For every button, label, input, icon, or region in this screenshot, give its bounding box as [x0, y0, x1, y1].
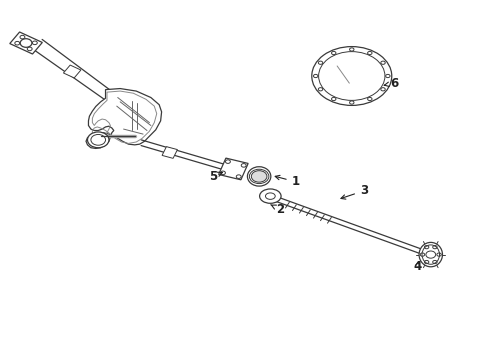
Circle shape — [380, 87, 385, 91]
Circle shape — [331, 97, 335, 100]
Ellipse shape — [418, 242, 442, 267]
Circle shape — [318, 87, 322, 91]
Ellipse shape — [247, 167, 270, 186]
Polygon shape — [63, 65, 81, 78]
Polygon shape — [86, 89, 161, 148]
Circle shape — [331, 51, 335, 55]
Text: 5: 5 — [208, 170, 222, 183]
Circle shape — [313, 75, 317, 78]
Text: 6: 6 — [384, 77, 398, 90]
Polygon shape — [218, 158, 247, 180]
Ellipse shape — [259, 189, 281, 203]
Polygon shape — [31, 40, 120, 104]
Circle shape — [251, 171, 266, 182]
Text: 1: 1 — [275, 175, 299, 188]
Circle shape — [349, 48, 353, 51]
Circle shape — [385, 75, 389, 78]
Circle shape — [380, 61, 385, 64]
Circle shape — [349, 101, 353, 104]
Text: 4: 4 — [413, 260, 421, 273]
Circle shape — [20, 39, 32, 47]
Text: 3: 3 — [340, 184, 367, 199]
Polygon shape — [10, 32, 42, 54]
Circle shape — [367, 51, 371, 55]
Circle shape — [318, 61, 322, 64]
Polygon shape — [141, 140, 232, 172]
Circle shape — [311, 46, 391, 105]
Polygon shape — [276, 197, 424, 255]
Circle shape — [87, 132, 109, 148]
Text: 2: 2 — [270, 203, 284, 216]
Circle shape — [367, 97, 371, 100]
Polygon shape — [162, 147, 177, 158]
